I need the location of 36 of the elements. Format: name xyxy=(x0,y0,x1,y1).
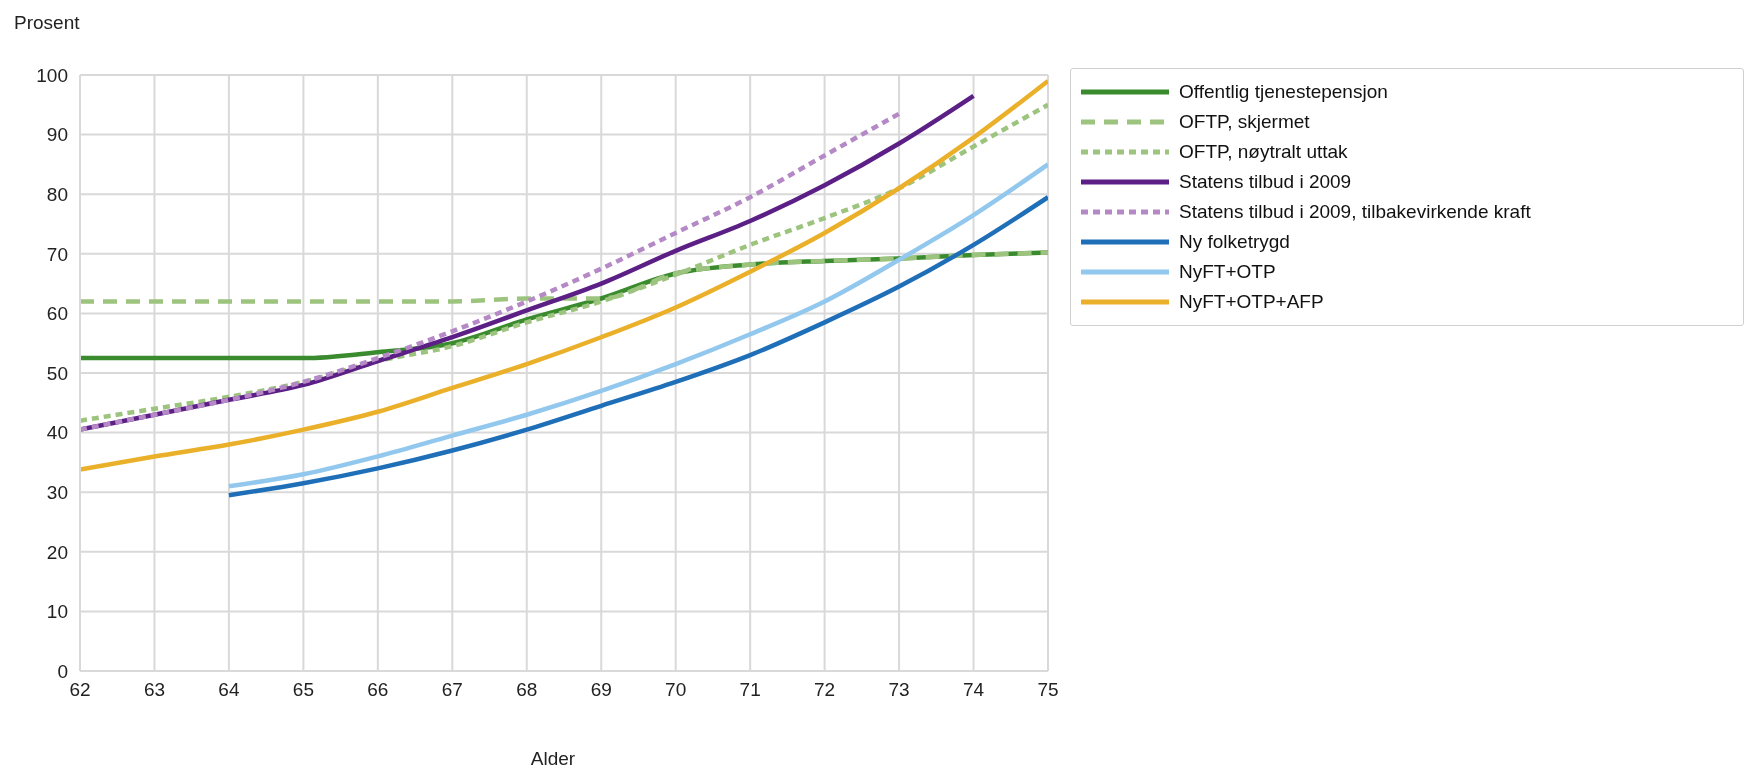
y-tick-label: 90 xyxy=(46,124,68,146)
x-tick-label: 66 xyxy=(367,679,389,701)
x-tick-label: 67 xyxy=(441,679,463,701)
x-tick-label: 70 xyxy=(665,679,687,701)
x-tick-label: 75 xyxy=(1037,679,1059,701)
x-tick-label: 65 xyxy=(292,679,314,701)
x-axis-title: Alder xyxy=(529,748,577,770)
legend-label: OFTP, skjermet xyxy=(1179,110,1310,134)
x-tick-label: 63 xyxy=(143,679,166,701)
y-tick-label: 60 xyxy=(46,303,68,325)
y-tick-label: 10 xyxy=(46,601,68,623)
y-tick-label: 50 xyxy=(46,362,68,384)
x-tick-label: 71 xyxy=(739,679,761,701)
line-series xyxy=(80,78,1048,472)
y-axis-title: Prosent xyxy=(14,12,80,34)
legend-label: Offentlig tjenestepensjon xyxy=(1179,80,1388,104)
x-tick-label: 72 xyxy=(814,679,836,701)
y-tick-label: 30 xyxy=(46,481,68,503)
legend-label: Statens tilbud i 2009 xyxy=(1179,170,1352,194)
x-tick-label: 62 xyxy=(69,679,91,701)
x-tick-label: 73 xyxy=(888,679,910,701)
y-tick-label: 100 xyxy=(36,64,68,86)
x-tick-label: 69 xyxy=(590,679,612,701)
y-tick-label: 80 xyxy=(46,183,68,205)
legend-label: Ny folketrygd xyxy=(1179,230,1290,254)
legend-label: Statens tilbud i 2009, tilbakevirkende kraft xyxy=(1179,200,1531,224)
x-tick-label: 64 xyxy=(218,679,240,701)
y-tick-label: 70 xyxy=(46,243,68,265)
x-tick-label: 74 xyxy=(962,679,985,701)
y-tick-label: 40 xyxy=(46,422,68,444)
legend-label: NyFT+OTP+AFP xyxy=(1179,290,1324,314)
y-tick-label: 20 xyxy=(46,541,68,563)
legend-label: OFTP, nøytralt uttak xyxy=(1179,140,1348,164)
legend-label: NyFT+OTP xyxy=(1179,260,1276,284)
y-tick-label: 0 xyxy=(57,660,68,682)
x-tick-label: 68 xyxy=(516,679,538,701)
